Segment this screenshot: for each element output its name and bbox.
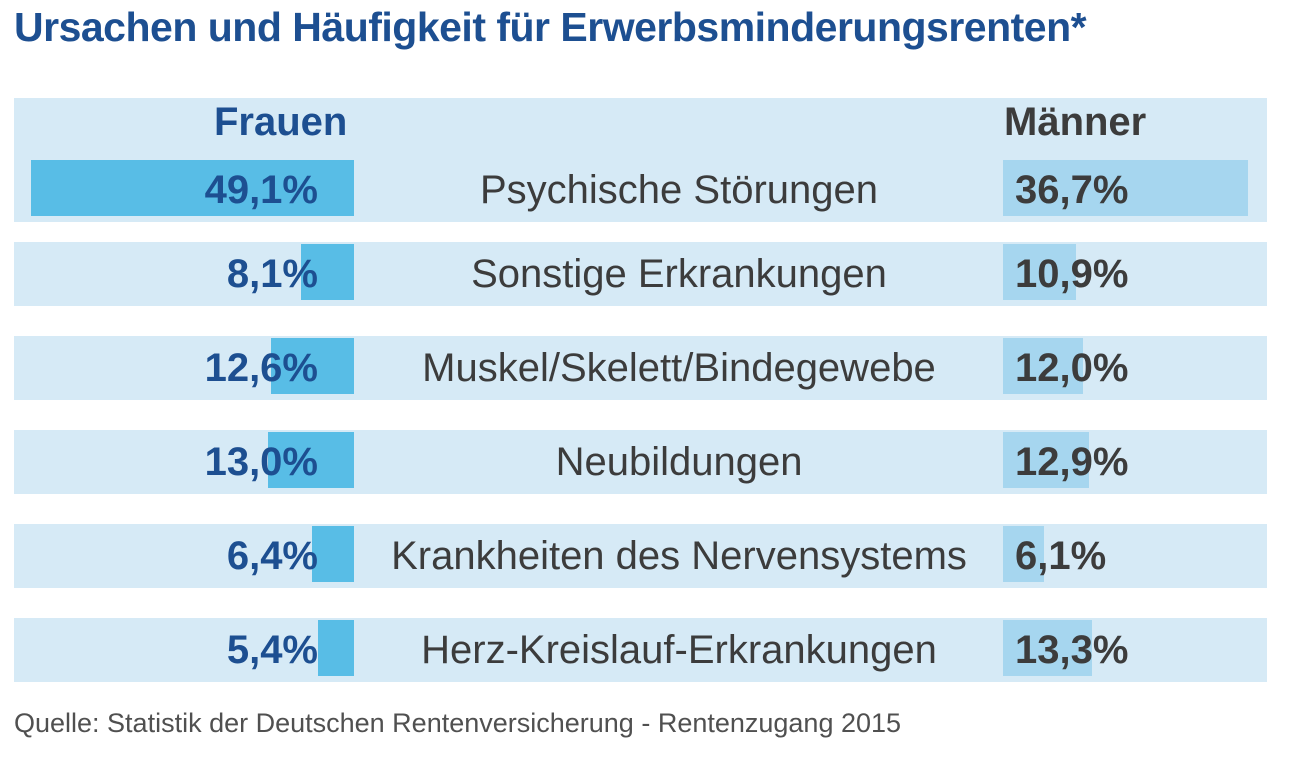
women-bar — [31, 160, 354, 216]
men-column-header: Männer — [1004, 100, 1147, 144]
men-value-label: 12,9% — [1015, 440, 1129, 484]
women-value-label: 12,6% — [204, 346, 318, 390]
chart-row — [14, 524, 1267, 588]
women-bar — [318, 620, 354, 676]
men-bar — [1003, 526, 1044, 582]
men-bar — [1003, 432, 1089, 488]
men-value-label: 10,9% — [1015, 252, 1129, 296]
men-value-label: 13,3% — [1015, 628, 1129, 672]
men-bar — [1003, 620, 1092, 676]
category-label: Psychische Störungen — [479, 168, 878, 212]
women-bar — [271, 338, 354, 394]
men-bar — [1003, 338, 1083, 394]
men-bar — [1003, 160, 1248, 216]
men-bar — [1003, 244, 1076, 300]
women-value-label: 5,4% — [226, 628, 318, 672]
women-column-header: Frauen — [214, 100, 348, 144]
women-bar — [312, 526, 354, 582]
women-value-label: 6,4% — [226, 534, 318, 578]
source-note: Quelle: Statistik der Deutschen Rentenve… — [14, 708, 902, 738]
header-band — [14, 98, 1267, 158]
category-label: Muskel/Skelett/Bindegewebe — [422, 346, 936, 390]
men-value-label: 36,7% — [1015, 168, 1129, 212]
men-value-label: 12,0% — [1015, 346, 1129, 390]
men-value-label: 6,1% — [1015, 534, 1107, 578]
women-value-label: 8,1% — [226, 252, 318, 296]
chart-title: Ursachen und Häufigkeit für Erwerbsminde… — [14, 4, 1087, 50]
women-bar — [268, 432, 354, 488]
women-value-label: 13,0% — [204, 440, 318, 484]
women-value-label: 49,1% — [204, 168, 318, 212]
category-label: Krankheiten des Nervensystems — [391, 534, 967, 578]
women-bar — [301, 244, 354, 300]
category-label: Neubildungen — [555, 440, 803, 484]
category-label: Sonstige Erkrankungen — [471, 252, 887, 296]
category-label: Herz-Kreislauf-Erkrankungen — [421, 628, 937, 672]
